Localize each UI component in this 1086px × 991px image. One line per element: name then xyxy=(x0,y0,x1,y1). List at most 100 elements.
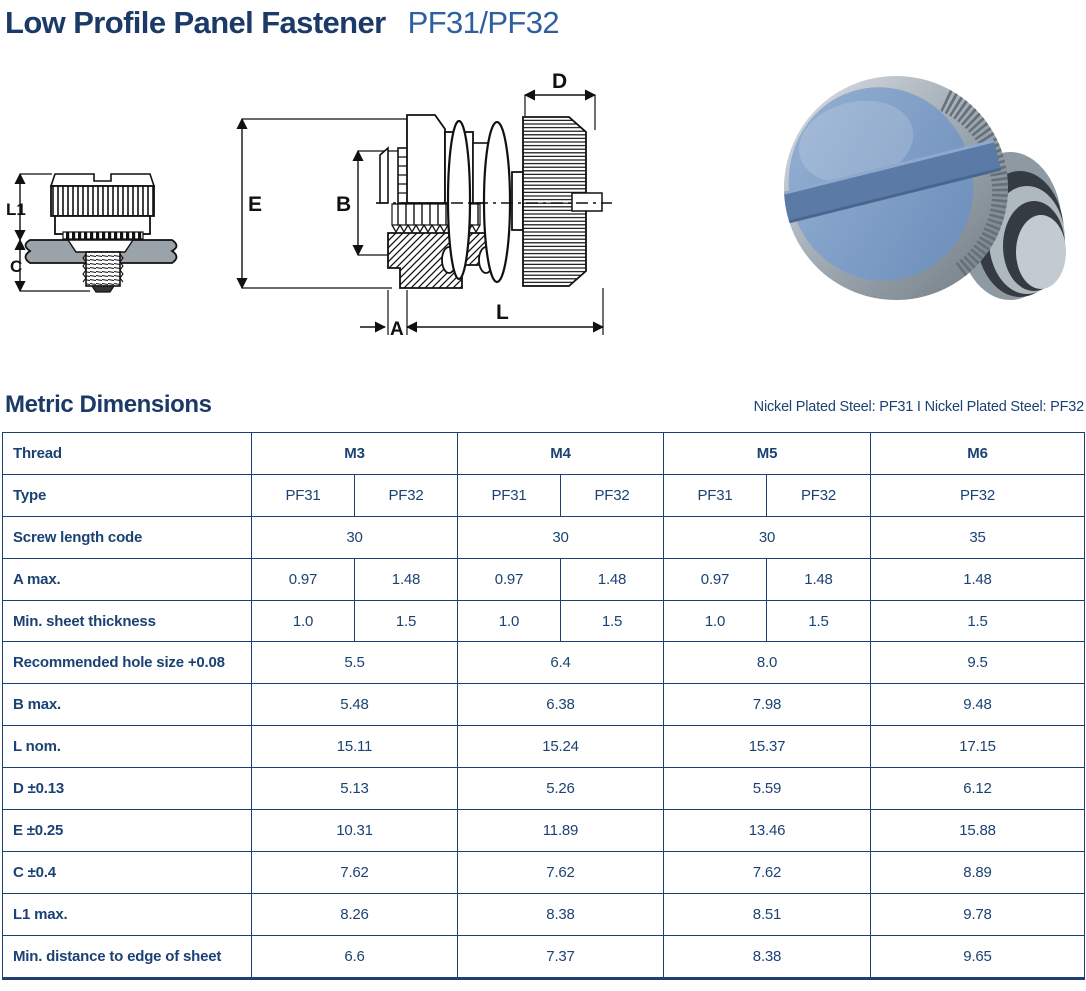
material-note: Nickel Plated Steel: PF31 I Nickel Plate… xyxy=(753,399,1085,415)
cell: 1.0 xyxy=(251,599,355,643)
table-row: Thread M3 M4 M5 M6 xyxy=(2,432,1085,475)
row-label: E ±0.25 xyxy=(2,809,252,852)
cell: M5 xyxy=(663,432,871,475)
dim-label-l1: L1 xyxy=(6,200,26,219)
spring-coils xyxy=(446,119,512,284)
cell: 6.38 xyxy=(457,683,664,727)
cell: M6 xyxy=(870,432,1085,475)
cell: 6.4 xyxy=(457,641,664,685)
page-title: Low Profile Panel Fastener xyxy=(5,5,386,40)
table-row: A max. 0.97 1.48 0.97 1.48 0.97 1.48 1.4… xyxy=(2,557,1085,601)
cell: 1.48 xyxy=(870,557,1085,601)
dim-d: D xyxy=(523,72,597,130)
table-row: Min. sheet thickness 1.0 1.5 1.0 1.5 1.0… xyxy=(2,599,1085,643)
section-view-diagram: E B D xyxy=(236,72,612,340)
table-row: B max. 5.48 6.38 7.98 9.48 xyxy=(2,683,1085,727)
row-label: Type xyxy=(2,473,252,517)
retainer-hatch xyxy=(387,232,491,289)
row-label: Recommended hole size +0.08 xyxy=(2,641,252,685)
cell: 7.62 xyxy=(251,850,458,894)
table-row: Recommended hole size +0.08 5.5 6.4 8.0 … xyxy=(2,641,1085,685)
cell: 15.11 xyxy=(251,725,458,769)
cell: 8.38 xyxy=(457,892,664,936)
screw-slot xyxy=(571,192,603,212)
table-row: L1 max. 8.26 8.38 8.51 9.78 xyxy=(2,892,1085,936)
cell: 30 xyxy=(457,515,664,559)
cell: 1.0 xyxy=(663,599,767,643)
cell: 15.37 xyxy=(663,725,871,769)
cell: 1.48 xyxy=(560,557,664,601)
cell: PF31 xyxy=(251,473,355,517)
row-label: C ±0.4 xyxy=(2,850,252,894)
cell: 5.26 xyxy=(457,767,664,811)
cell: 9.5 xyxy=(870,641,1085,685)
cell: 30 xyxy=(251,515,458,559)
row-label: A max. xyxy=(2,557,252,601)
installed-view-diagram: L1 C xyxy=(6,172,178,293)
dim-label-c: C xyxy=(10,257,22,276)
cell: 7.62 xyxy=(663,850,871,894)
cell: 8.89 xyxy=(870,850,1085,894)
cell: 5.13 xyxy=(251,767,458,811)
cell: PF32 xyxy=(560,473,664,517)
row-label: Min. distance to edge of sheet xyxy=(2,934,252,979)
cell: 0.97 xyxy=(251,557,355,601)
dim-label-d: D xyxy=(552,72,567,93)
table-row: Screw length code 30 30 30 35 xyxy=(2,515,1085,559)
cell: 30 xyxy=(663,515,871,559)
section-heading: Metric Dimensions xyxy=(5,391,212,418)
dim-c: C xyxy=(10,238,90,293)
cell: M3 xyxy=(251,432,458,475)
cell: 9.48 xyxy=(870,683,1085,727)
cell: 8.0 xyxy=(663,641,871,685)
cell: 17.15 xyxy=(870,725,1085,769)
cell: 15.88 xyxy=(870,809,1085,852)
fastener-side-view xyxy=(24,173,178,293)
cell: 1.0 xyxy=(457,599,561,643)
cell: 9.78 xyxy=(870,892,1085,936)
knurled-knob xyxy=(522,116,587,287)
row-label: L nom. xyxy=(2,725,252,769)
product-photo xyxy=(784,76,1066,300)
cell: 8.38 xyxy=(663,934,871,979)
cell: 13.46 xyxy=(663,809,871,852)
cell: 11.89 xyxy=(457,809,664,852)
dim-b: B xyxy=(336,149,398,257)
cell: 6.12 xyxy=(870,767,1085,811)
page-header: Low Profile Panel Fastener PF31/PF32 xyxy=(5,5,560,41)
row-label: B max. xyxy=(2,683,252,727)
cell: 1.5 xyxy=(766,599,871,643)
cell: 35 xyxy=(870,515,1085,559)
knob-section xyxy=(511,116,603,287)
cell: 5.48 xyxy=(251,683,458,727)
cell: 1.48 xyxy=(766,557,871,601)
cell: 1.5 xyxy=(870,599,1085,643)
row-label: D ±0.13 xyxy=(2,767,252,811)
head-slot xyxy=(784,139,1002,228)
table-row: L nom. 15.11 15.24 15.37 17.15 xyxy=(2,725,1085,769)
section-header: Metric Dimensions Nickel Plated Steel: P… xyxy=(5,391,1084,419)
cell: 9.65 xyxy=(870,934,1085,979)
dim-l: L xyxy=(405,288,605,335)
table-row: Min. distance to edge of sheet 6.6 7.37 … xyxy=(2,934,1085,979)
row-label: Min. sheet thickness xyxy=(2,599,252,643)
row-label: L1 max. xyxy=(2,892,252,936)
dim-a: A xyxy=(360,290,404,340)
dimensions-table: Thread M3 M4 M5 M6 Type PF31 PF32 PF31 P… xyxy=(2,432,1085,980)
product-code: PF31/PF32 xyxy=(407,5,560,40)
row-label: Screw length code xyxy=(2,515,252,559)
cell: PF32 xyxy=(870,473,1085,517)
cell: PF32 xyxy=(766,473,871,517)
cell: 1.5 xyxy=(560,599,664,643)
cell: 5.59 xyxy=(663,767,871,811)
cell: 0.97 xyxy=(663,557,767,601)
table-row: C ±0.4 7.62 7.62 7.62 8.89 xyxy=(2,850,1085,894)
cell: 8.51 xyxy=(663,892,871,936)
cell: 10.31 xyxy=(251,809,458,852)
cell: PF32 xyxy=(354,473,458,517)
cell: 7.98 xyxy=(663,683,871,727)
table-row: E ±0.25 10.31 11.89 13.46 15.88 xyxy=(2,809,1085,852)
cell: 1.5 xyxy=(354,599,458,643)
row-label: Thread xyxy=(2,432,252,475)
